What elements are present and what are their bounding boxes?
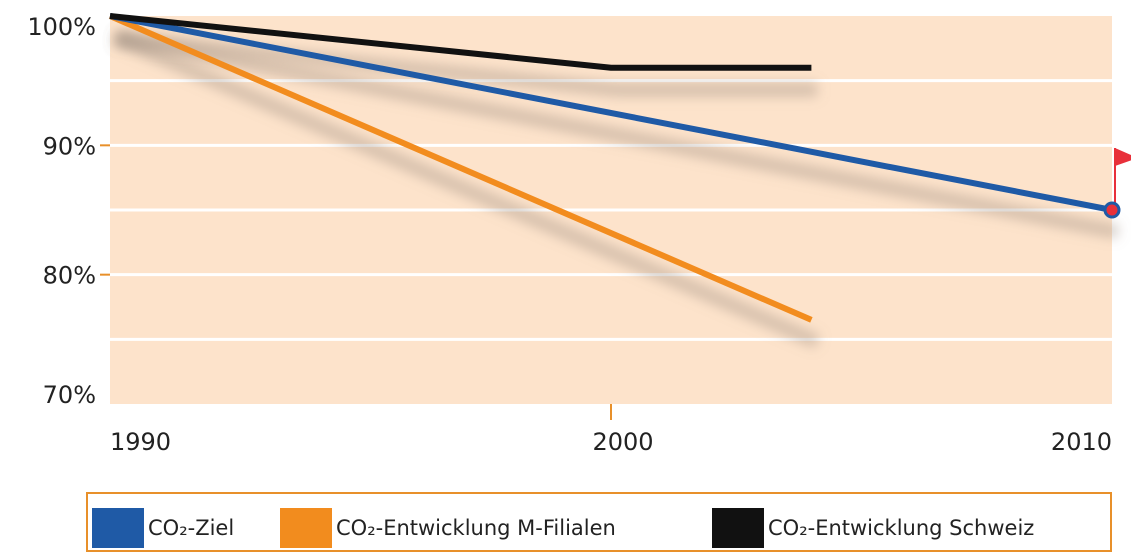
y-tick-label: 70% (43, 381, 96, 409)
y-tick-label: 90% (43, 132, 96, 160)
legend: CO₂-Ziel CO₂-Entwicklung M-Filialen CO₂-… (86, 492, 1112, 552)
legend-item-co2-ziel: CO₂-Ziel (92, 508, 234, 548)
series-line (109, 13, 812, 71)
legend-label-co2-ziel: CO₂-Ziel (148, 516, 235, 540)
x-tick-label: 1990 (110, 428, 171, 456)
line-shadow (113, 31, 821, 349)
legend-label-schweiz: CO₂-Entwicklung Schweiz (768, 516, 1035, 540)
legend-swatch-schweiz (712, 508, 764, 548)
series-line (109, 13, 1113, 213)
gridlines (110, 79, 1112, 341)
series-line (108, 13, 813, 323)
line-shadow (114, 31, 1120, 239)
line-shadow (115, 31, 818, 97)
axis-ticks: 100% 90% 80% 70% 1990 2000 2010 (27, 13, 1112, 456)
target-endpoint-marker (1103, 201, 1121, 219)
x-tick-label: 2000 (592, 428, 653, 456)
line-shadows (113, 31, 1120, 349)
markers (1103, 148, 1131, 219)
target-flag (1115, 148, 1131, 166)
y-tick-label: 80% (43, 262, 96, 290)
legend-swatch-m-filialen (280, 508, 332, 548)
legend-item-m-filialen: CO₂-Entwicklung M-Filialen (280, 508, 616, 548)
legend-item-schweiz: CO₂-Entwicklung Schweiz (712, 508, 1034, 548)
x-tick-label: 2010 (1051, 428, 1112, 456)
series-lines (108, 13, 1113, 323)
legend-label-m-filialen: CO₂-Entwicklung M-Filialen (336, 516, 616, 540)
y-tick-label: 100% (27, 13, 96, 41)
legend-swatch-co2-ziel (92, 508, 144, 548)
